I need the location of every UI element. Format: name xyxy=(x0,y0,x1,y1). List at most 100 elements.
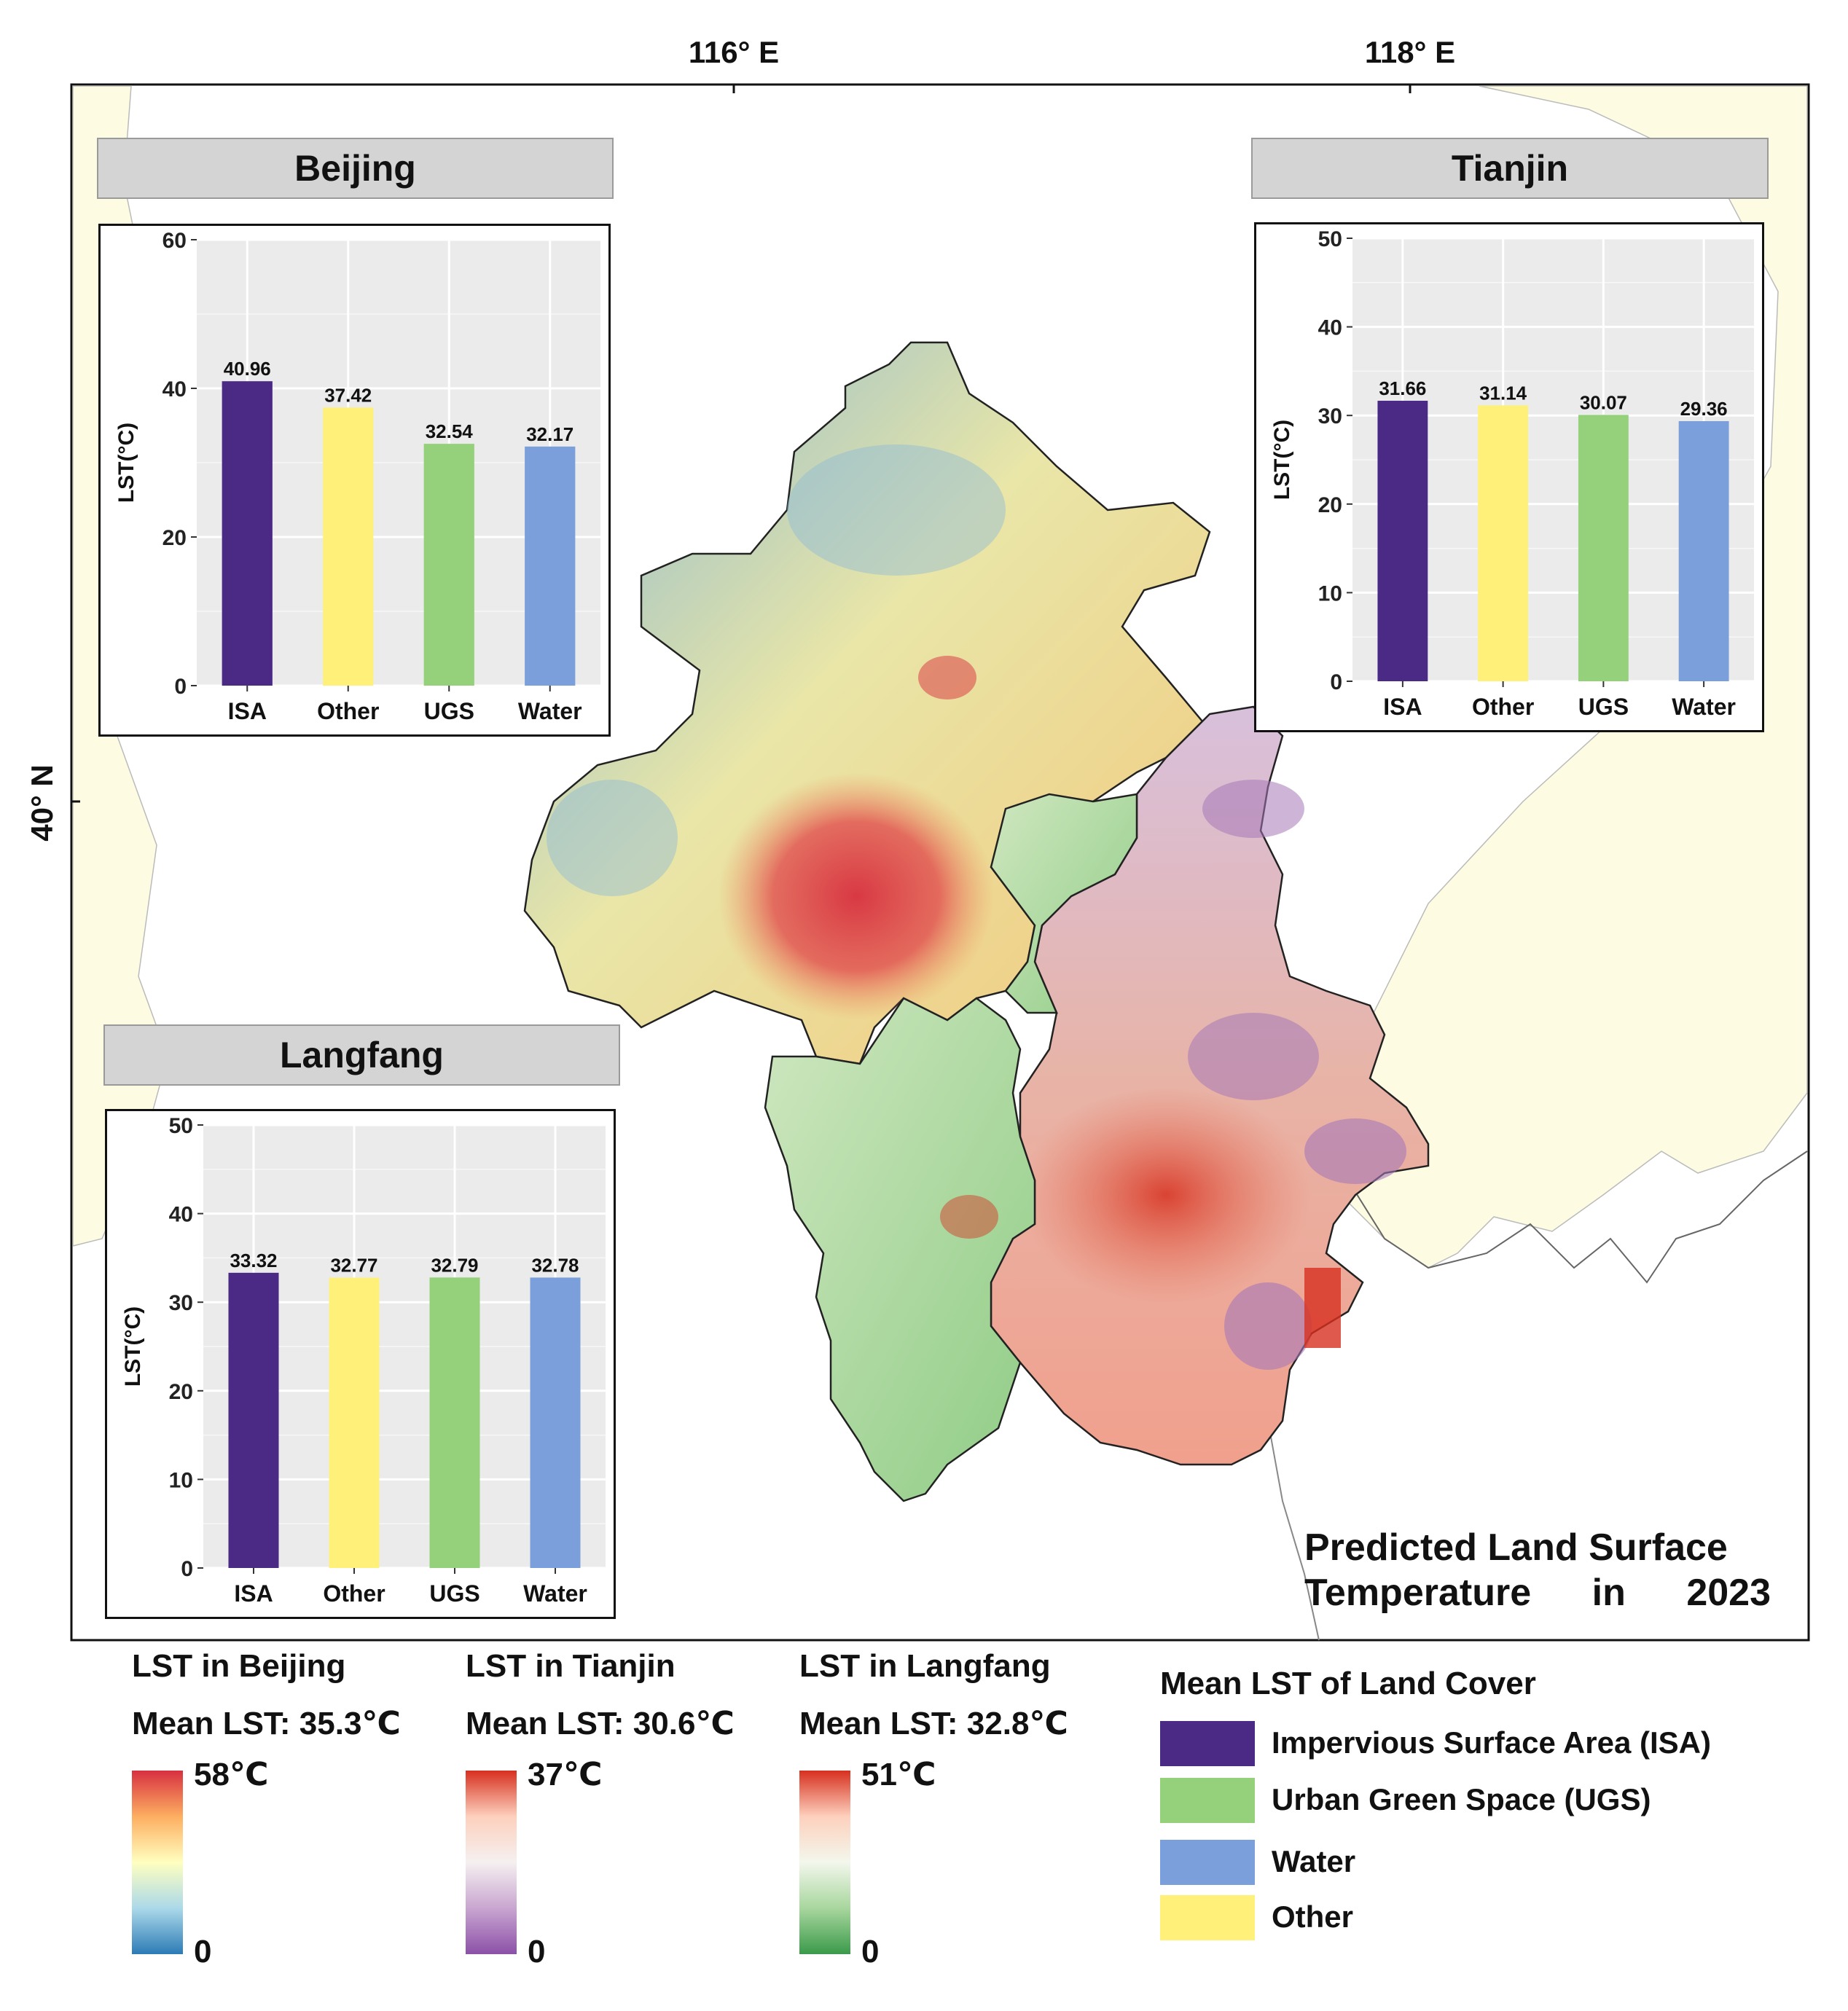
bar-value-label: 29.36 xyxy=(1680,398,1728,420)
lat-label-40: 40° N xyxy=(25,764,59,842)
bar-isa xyxy=(222,381,273,686)
legend-swatch-water xyxy=(1160,1840,1255,1885)
beijing-cool-west xyxy=(547,780,678,896)
bar-ugs xyxy=(429,1277,480,1568)
beijing-heat-spot xyxy=(918,656,976,699)
bar-value-label: 32.17 xyxy=(526,423,573,445)
legend-langfang-title: LST in Langfang xyxy=(799,1648,1051,1684)
y-tick-label: 40 xyxy=(163,377,187,401)
legend-swatch-ugs xyxy=(1160,1778,1255,1823)
tianjin-purple-patch-4 xyxy=(1202,780,1304,838)
langfang-heat-spot xyxy=(940,1195,998,1239)
beijing-bar-chart: 0 20 40 60 40.96 ISA 37.42 Other 32.54 UGS 32.17 Wa… xyxy=(98,224,611,737)
legend-swatch-other xyxy=(1160,1895,1255,1940)
bar-other xyxy=(1478,405,1529,681)
y-tick-label: 30 xyxy=(1318,404,1342,428)
x-tick-label: UGS xyxy=(1578,694,1629,720)
legend-swatch-isa xyxy=(1160,1721,1255,1766)
tianjin-purple-patch-3 xyxy=(1224,1282,1312,1370)
beijing-urban-heat xyxy=(718,772,995,1020)
langfang-south-region xyxy=(764,997,1036,1502)
colorbar-beijing-max: 58℃ xyxy=(194,1757,269,1792)
colorbar-tianjin xyxy=(466,1771,517,1954)
bar-value-label: 31.14 xyxy=(1479,382,1527,404)
y-tick-label: 30 xyxy=(169,1291,193,1315)
colorbar-tianjin-max: 37℃ xyxy=(528,1757,603,1792)
bar-ugs xyxy=(1578,415,1629,681)
map-title-line2: Temperature in 2023 xyxy=(1304,1572,1771,1614)
legend-tianjin-title: LST in Tianjin xyxy=(466,1648,676,1684)
coastline-detail xyxy=(1347,1150,1808,1284)
colorbar-langfang-min: 0 xyxy=(861,1934,880,1969)
tianjin-urban-heat xyxy=(1020,1086,1312,1304)
langfang-bar-chart: 0 10 20 30 40 50 33.32 ISA 32.77 Other 32.79 UGS 32.… xyxy=(105,1109,616,1619)
y-tick-label: 0 xyxy=(1330,670,1342,694)
bar-other xyxy=(329,1277,380,1568)
x-tick-label: UGS xyxy=(424,698,474,724)
map-title-line1: Predicted Land Surface xyxy=(1304,1526,1728,1569)
x-tick-label: ISA xyxy=(234,1580,273,1607)
langfang-north-region xyxy=(990,793,1138,1014)
y-axis-title: LST(°C) xyxy=(1270,420,1294,500)
tianjin-port-heat xyxy=(1304,1268,1341,1348)
legend-landcover-title: Mean LST of Land Cover xyxy=(1160,1666,1536,1701)
bar-value-label: 37.42 xyxy=(324,384,372,406)
colorbar-beijing xyxy=(132,1771,183,1954)
bar-isa xyxy=(228,1272,279,1568)
y-tick-label: 20 xyxy=(169,1380,193,1404)
bar-value-label: 32.77 xyxy=(330,1255,377,1277)
x-tick-label: Water xyxy=(518,698,582,724)
y-tick-label: 20 xyxy=(1318,493,1342,517)
y-tick-label: 50 xyxy=(169,1114,193,1138)
x-tick-label: Other xyxy=(317,698,379,724)
bar-value-label: 32.54 xyxy=(426,420,474,442)
beijing-cool-mountains xyxy=(787,444,1006,576)
y-tick-label: 20 xyxy=(163,526,187,550)
colorbar-langfang xyxy=(799,1771,850,1954)
colorbar-tianjin-min: 0 xyxy=(528,1934,546,1969)
bar-value-label: 31.66 xyxy=(1379,377,1426,399)
y-tick-label: 10 xyxy=(169,1468,193,1492)
legend-label-isa: Impervious Surface Area (ISA) xyxy=(1272,1725,1711,1760)
y-tick-label: 10 xyxy=(1318,581,1342,605)
beijing-panel-title: Beijing xyxy=(97,138,614,199)
langfang-panel-title: Langfang xyxy=(103,1024,620,1086)
y-tick-label: 60 xyxy=(163,229,187,253)
x-tick-label: Water xyxy=(1672,694,1736,720)
y-axis-title: LST(°C) xyxy=(114,423,138,503)
colorbar-beijing-min: 0 xyxy=(194,1934,212,1969)
lon-label-118: 118° E xyxy=(1364,35,1456,69)
bar-value-label: 40.96 xyxy=(224,358,271,380)
y-axis-title: LST(°C) xyxy=(121,1306,145,1387)
bar-water xyxy=(525,446,576,686)
coastline-line xyxy=(1267,1420,1320,1641)
legend-label-water: Water xyxy=(1272,1844,1356,1878)
x-tick-label: UGS xyxy=(429,1580,479,1607)
x-tick-label: ISA xyxy=(228,698,267,724)
y-tick-label: 0 xyxy=(181,1557,193,1581)
bar-value-label: 33.32 xyxy=(230,1250,277,1271)
bar-isa xyxy=(1377,401,1428,681)
tianjin-purple-patch-1 xyxy=(1188,1013,1319,1100)
x-tick-label: Other xyxy=(1472,694,1534,720)
tianjin-panel-title: Tianjin xyxy=(1251,138,1769,199)
legend-label-other: Other xyxy=(1272,1900,1354,1934)
x-tick-label: Water xyxy=(523,1580,587,1607)
legend-tianjin-mean: Mean LST: 30.6℃ xyxy=(466,1706,735,1741)
bar-value-label: 32.78 xyxy=(531,1254,579,1276)
bar-water xyxy=(530,1277,581,1568)
legend-langfang-mean: Mean LST: 32.8℃ xyxy=(799,1706,1068,1741)
tianjin-purple-patch-2 xyxy=(1304,1118,1406,1184)
y-tick-label: 40 xyxy=(169,1203,193,1227)
legend-beijing-mean: Mean LST: 35.3℃ xyxy=(132,1706,401,1741)
bar-ugs xyxy=(423,444,474,686)
x-tick-label: Other xyxy=(323,1580,385,1607)
lon-label-116: 116° E xyxy=(688,35,780,69)
bar-water xyxy=(1678,420,1729,681)
colorbar-langfang-max: 51℃ xyxy=(861,1757,936,1792)
legend-beijing-title: LST in Beijing xyxy=(132,1648,346,1684)
x-tick-label: ISA xyxy=(1383,694,1422,720)
y-tick-label: 50 xyxy=(1318,227,1342,251)
y-tick-label: 0 xyxy=(174,675,187,699)
tianjin-bar-chart: 0 10 20 30 40 50 31.66 ISA 31.14 Other 30.07 UGS 29.… xyxy=(1254,222,1764,732)
